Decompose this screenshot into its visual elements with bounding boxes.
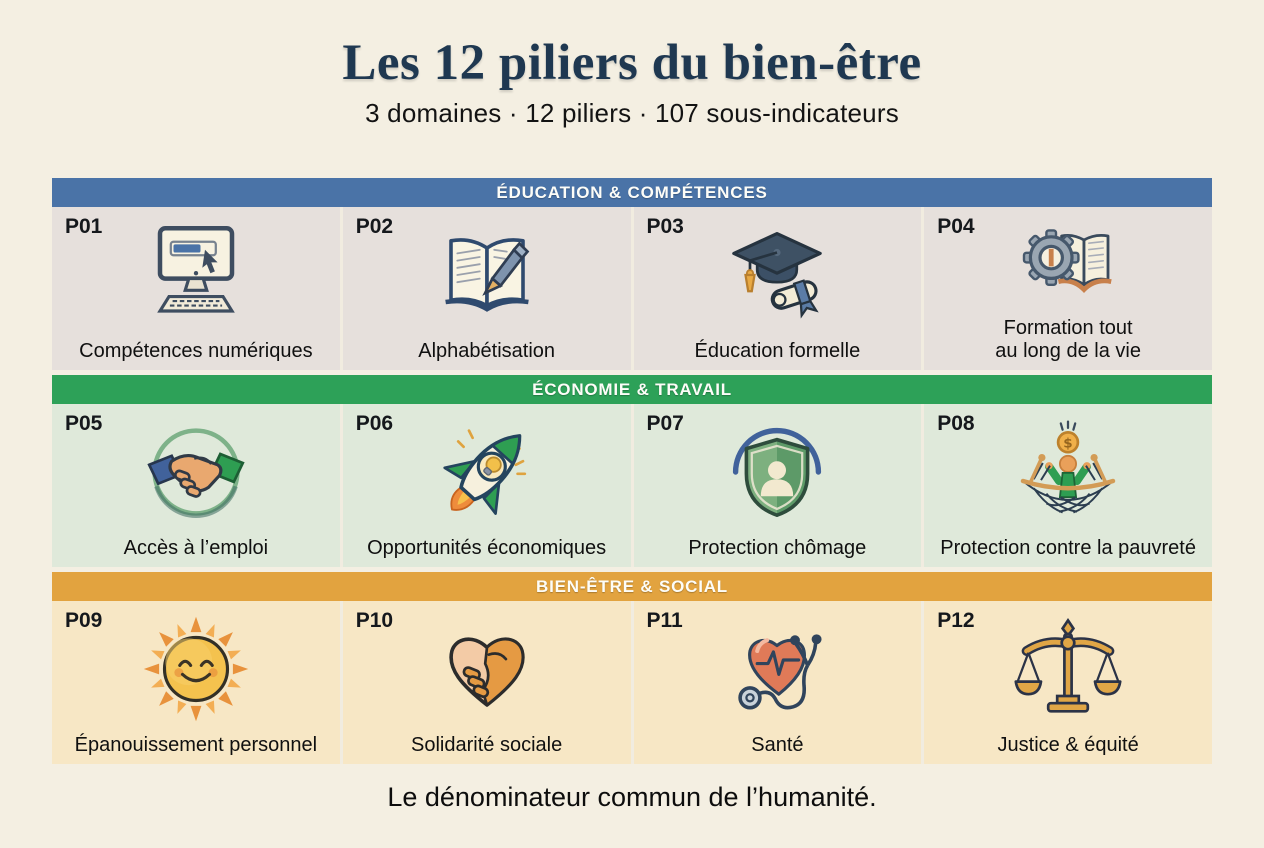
pillar-cell-p12: P12 <box>924 601 1212 764</box>
pillar-caption: Santé <box>751 733 804 756</box>
pillar-code: P01 <box>65 215 103 238</box>
pillar-caption: Opportunités économiques <box>367 536 607 559</box>
gear-book-icon <box>1020 207 1116 317</box>
pillar-caption: Éducation formelle <box>694 339 861 362</box>
pillar-cell-p11: P11 <box>633 601 922 764</box>
pillar-caption: Formation tout au long de la vie <box>995 317 1141 362</box>
pillar-code: P12 <box>937 609 975 632</box>
footer-tagline: Le dénominateur commun de l’humanité. <box>387 782 877 812</box>
pillar-code: P04 <box>937 215 975 238</box>
smiling-sun-icon <box>142 601 250 734</box>
pillar-cell-p09: P09 <box>52 601 340 764</box>
pillar-code: P09 <box>65 609 103 632</box>
computer-icon <box>142 207 250 340</box>
pillar-cell-p07: P07 Protection chômage <box>633 404 922 567</box>
section-header-social: BIEN-ÊTRE & SOCIAL <box>52 572 1212 601</box>
pillar-caption: Solidarité sociale <box>411 733 563 756</box>
pillar-code: P06 <box>355 412 394 435</box>
pillar-code: P05 <box>65 412 103 435</box>
pillar-caption: Justice & équité <box>997 733 1139 756</box>
handshake-icon <box>142 404 250 537</box>
pillar-cell-p05: P05 <box>52 404 340 567</box>
heart-stethoscope-icon <box>723 601 831 734</box>
heart-hands-icon <box>433 601 541 734</box>
pillar-caption: Alphabétisation <box>418 339 556 362</box>
section-header-education: ÉDUCATION & COMPÉTENCES <box>52 178 1212 207</box>
pillar-row-economie: P05 <box>52 404 1212 567</box>
pillar-cell-p10: P10 Solidarité s <box>342 601 631 764</box>
pillar-row-education: P01 <box>52 207 1212 370</box>
pillars-grid: ÉDUCATION & COMPÉTENCES P01 <box>52 178 1212 769</box>
rocket-lightbulb-icon <box>433 404 541 537</box>
pillar-code: P10 <box>355 609 394 632</box>
section-education: ÉDUCATION & COMPÉTENCES P01 <box>52 178 1212 370</box>
graduation-cap-icon <box>723 207 831 340</box>
section-social: BIEN-ÊTRE & SOCIAL P09 <box>52 572 1212 764</box>
pillar-caption: Protection chômage <box>688 536 867 559</box>
pillar-cell-p02: P02 <box>342 207 631 370</box>
section-header-economie: ÉCONOMIE & TRAVAIL <box>52 375 1212 404</box>
pillar-caption: Accès à l’emploi <box>123 536 269 559</box>
scales-of-justice-icon <box>1014 601 1122 734</box>
pillar-row-social: P09 <box>52 601 1212 764</box>
pillar-caption: Compétences numériques <box>79 339 313 362</box>
svg-text:$: $ <box>1063 436 1072 452</box>
pillar-cell-p08: P08 $ <box>924 404 1212 567</box>
book-pen-icon <box>433 207 541 340</box>
pillar-caption: Protection contre la pauvreté <box>940 536 1196 559</box>
pillar-code: P02 <box>355 215 394 238</box>
pillar-cell-p06: P06 <box>342 404 631 567</box>
pillar-code: P11 <box>646 609 683 632</box>
pillar-cell-p01: P01 <box>52 207 340 370</box>
pillar-cell-p03: P03 <box>633 207 922 370</box>
shield-person-icon <box>723 404 831 537</box>
section-economie: ÉCONOMIE & TRAVAIL P05 <box>52 375 1212 567</box>
pillar-code: P03 <box>646 215 684 238</box>
pillar-code: P07 <box>646 412 684 435</box>
safety-net-icon: $ <box>1014 404 1122 537</box>
pillar-code: P08 <box>937 412 975 435</box>
pillar-caption: Épanouissement personnel <box>74 733 318 756</box>
pillar-cell-p04: P04 <box>924 207 1212 370</box>
page-title: Les 12 piliers du bien-être <box>342 35 922 91</box>
page-subtitle: 3 domaines · 12 piliers · 107 sous-indic… <box>365 98 899 128</box>
